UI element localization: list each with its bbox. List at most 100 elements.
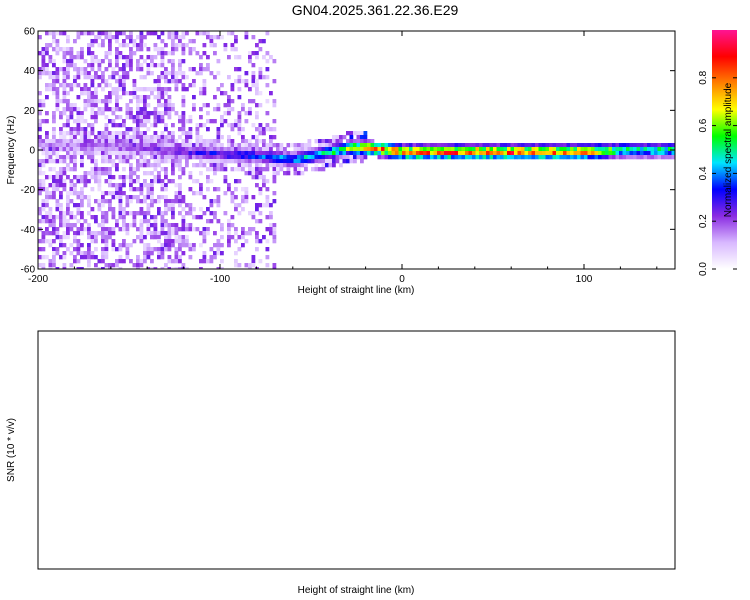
spectrogram-cell [76,35,81,40]
spectrogram-cell [573,147,578,152]
spectrogram-cell [83,99,88,104]
spectrogram-cell [48,167,53,172]
spectrogram-cell [38,67,42,72]
spectrogram-cell [132,179,137,184]
spectrogram-cell [248,231,252,236]
spectrogram-cell [111,75,116,80]
spectrogram-cell [202,51,207,56]
spectrogram-cell [111,175,116,180]
spectrogram-cell [41,207,46,212]
spectrogram-cell [510,151,515,156]
spectrogram-cell [601,147,606,152]
spectrogram-cell [507,151,511,156]
spectrogram-cell [255,239,259,244]
spectrogram-cell [188,139,193,144]
spectrogram-cell [41,255,46,260]
spectrogram-cell [517,147,522,152]
spectrogram-cell [111,123,116,128]
spectrogram-cell [125,159,130,164]
spectrogram-cell [234,179,238,184]
spectrogram-cell [94,111,98,116]
spectrogram-cell [258,139,263,144]
spectrogram-cell [363,131,368,136]
spectrogram-cell [598,151,602,156]
spectrogram-cell [83,75,88,80]
spectrogram-cell [209,43,214,48]
spectrogram-cell [188,83,193,88]
spectrogram-cell [213,155,217,160]
spectrogram-cell [195,51,200,56]
spectrogram-cell [153,231,158,236]
spectrogram-cell [223,155,228,160]
spectrogram-cell [132,119,137,124]
spectrogram-cell [265,51,270,56]
spectrogram-cell [104,255,109,260]
spectrogram-cell [213,251,217,256]
colorbar-ticks: 0.00.20.40.60.8 [698,70,737,276]
spectrogram-cell [181,71,186,76]
spectrogram-cell [139,135,144,140]
spectrogram-cell [62,131,67,136]
spectrogram-cell [258,171,263,176]
spectrogram-cell [132,135,137,140]
spectrogram-cell [139,123,144,128]
spectrogram-cell [237,55,242,60]
spectrogram-cell [440,155,445,160]
spectrogram-cell [311,155,315,160]
spectrogram-cell [227,99,231,104]
spectrogram-cell [171,167,175,172]
spectrogram-cell [48,55,53,60]
spectrogram-cell [38,35,42,40]
spectrogram-cell [55,95,60,100]
spectrogram-cell [125,251,130,256]
spectrogram-cell [38,135,42,140]
spectrogram-cell [244,83,249,88]
spectrogram-cell [181,151,186,156]
spectrogram-cell [73,75,77,80]
spectrogram-cell [143,131,147,136]
spectrogram-cell [185,87,189,92]
spectrogram-cell [640,143,644,148]
spectrogram-cell [157,143,161,148]
spectrogram-cell [213,151,217,156]
spectrogram-cell [160,155,165,160]
spectrogram-cell [73,183,77,188]
spectrogram-cell [52,31,56,36]
spectrogram-cell [97,259,102,264]
spectrogram-cell [104,243,109,248]
spectrogram-cell [220,251,224,256]
spectrogram-cell [220,159,224,164]
spectrogram-cell [248,167,252,172]
spectrogram-cell [129,35,133,40]
spectrogram-cell [139,131,144,136]
spectrogram-cell [139,159,144,164]
spectrogram-cell [146,63,151,68]
spectrogram-cell [262,159,266,164]
spectrogram-cell [66,167,70,172]
spectrogram-cell [80,175,84,180]
spectrogram-cell [272,159,277,164]
spectrogram-cell [465,143,469,148]
spectrogram-cell [234,155,238,160]
spectrogram-cell [444,147,448,152]
spectrogram-cell [388,151,392,156]
spectrogram-cell [251,75,256,80]
spectrogram-cell [118,155,123,160]
spectrogram-cell [150,111,154,116]
spectrogram-cell [209,39,214,44]
spectrogram-cell [643,151,648,156]
spectrogram-cell [153,163,158,168]
spectrogram-cell [199,147,203,152]
spectrogram-cell [286,151,291,156]
spectrogram-cell [202,143,207,148]
spectrogram-cell [83,147,88,152]
spectrogram-cell [101,211,105,216]
spectrogram-cell [398,155,403,160]
spectrogram-cell [199,139,203,144]
spectrogram-cell [258,211,263,216]
spectrogram-cell [115,55,119,60]
spectrogram-cell [87,95,91,100]
spectrogram-cell [97,83,102,88]
spectrogram-cell [160,59,165,64]
spectrogram-cell [171,107,175,112]
